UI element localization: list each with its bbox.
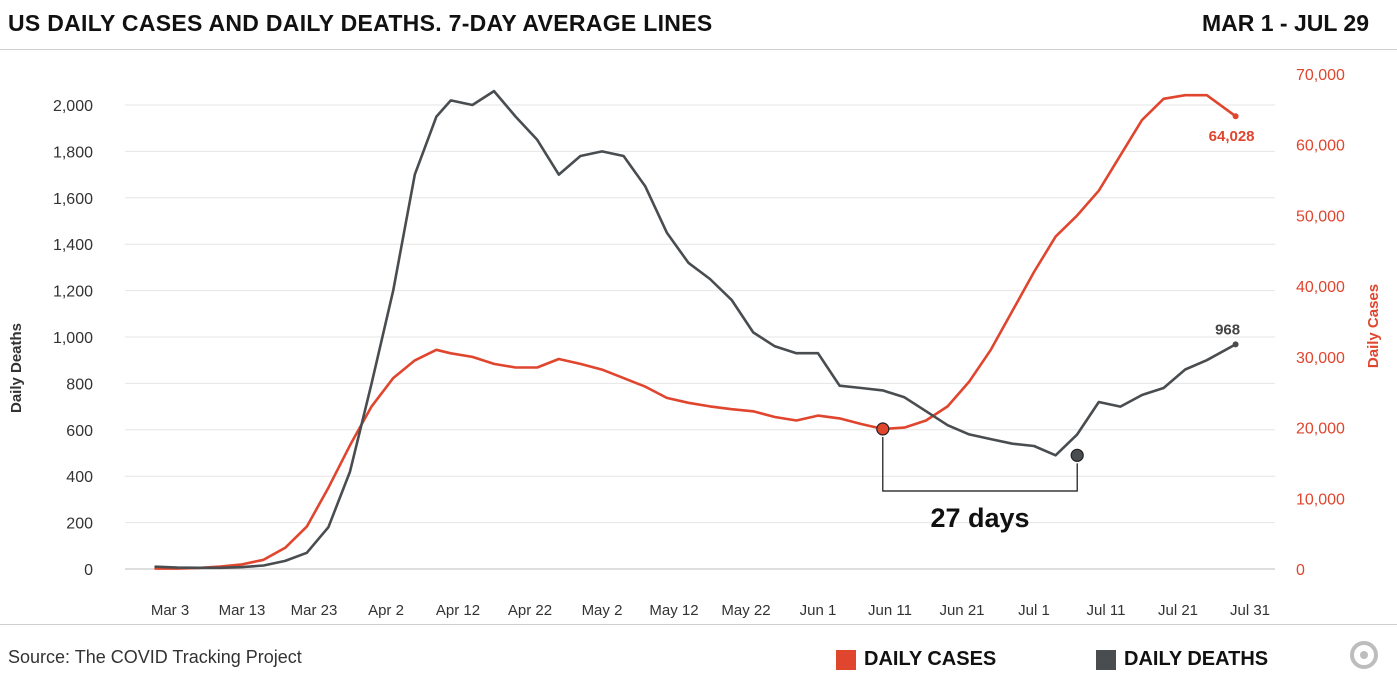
- legend-item-cases: DAILY CASES: [836, 648, 996, 671]
- x-tick-label: Apr 12: [436, 602, 480, 619]
- endpoint-cases: [1233, 113, 1239, 119]
- covid-tracking-logo-icon: [1350, 641, 1378, 669]
- y-right-axis-title: Daily Cases: [1365, 284, 1382, 368]
- y-right-tick-label: 20,000: [1296, 421, 1345, 438]
- x-tick-label: Jun 1: [800, 602, 837, 619]
- x-tick-label: Jul 1: [1018, 602, 1050, 619]
- legend-label-cases: DAILY CASES: [864, 648, 996, 671]
- y-left-tick-label: 1,200: [53, 284, 93, 301]
- x-tick-label: Apr 2: [368, 602, 404, 619]
- y-left-tick-label: 0: [84, 562, 93, 579]
- gap-label: 27 days: [930, 503, 1029, 533]
- y-right-tick-label: 60,000: [1296, 138, 1345, 155]
- y-left-tick-label: 400: [66, 469, 93, 486]
- chart-footer: Source: The COVID Tracking Project DAILY…: [0, 624, 1397, 693]
- line-chart: 0 200 400 600 800 1,000 1,200 1,400 1,600 1,800 2,…: [0, 50, 1397, 624]
- y-left-tick-label: 1,400: [53, 237, 93, 254]
- series-line-cases: [156, 95, 1236, 568]
- x-tick-label: May 12: [649, 602, 698, 619]
- x-tick-label: Jun 21: [939, 602, 984, 619]
- legend-swatch-cases: [836, 650, 856, 670]
- y-right-tick-label: 10,000: [1296, 491, 1345, 508]
- y-left-axis-title: Daily Deaths: [8, 323, 25, 413]
- endpoint-deaths: [1233, 341, 1239, 347]
- legend-swatch-deaths: [1096, 650, 1116, 670]
- source-note: Source: The COVID Tracking Project: [8, 647, 302, 668]
- legend-label-deaths: DAILY DEATHS: [1124, 648, 1268, 671]
- end-label-deaths: 968: [1215, 321, 1240, 338]
- y-left-tick-label: 1,600: [53, 191, 93, 208]
- x-tick-label: Mar 3: [151, 602, 189, 619]
- marker-cases-jun10: [877, 423, 889, 435]
- y-left-tick-label: 1,800: [53, 144, 93, 161]
- series-line-deaths: [156, 91, 1236, 568]
- x-tick-label: Jul 31: [1230, 602, 1270, 619]
- x-tick-label: May 2: [582, 602, 623, 619]
- x-tick-label: Apr 22: [508, 602, 552, 619]
- x-tick-label: Jul 21: [1158, 602, 1198, 619]
- y-right-tick-label: 30,000: [1296, 350, 1345, 367]
- x-tick-label: Mar 23: [291, 602, 338, 619]
- y-left-tick-label: 2,000: [53, 98, 93, 115]
- gap-bracket: [883, 437, 1077, 491]
- y-right-tick-label: 50,000: [1296, 208, 1345, 225]
- chart-header: US DAILY CASES AND DAILY DEATHS. 7-DAY A…: [0, 0, 1397, 50]
- y-right-tick-label: 0: [1296, 562, 1305, 579]
- y-left-tick-label: 1,000: [53, 330, 93, 347]
- y-left-tick-label: 800: [66, 376, 93, 393]
- legend-item-deaths: DAILY DEATHS: [1096, 648, 1268, 671]
- x-tick-label: Mar 13: [219, 602, 266, 619]
- x-tick-label: Jul 11: [1087, 602, 1126, 619]
- y-left-tick-label: 200: [66, 516, 93, 533]
- y-right-tick-label: 70,000: [1296, 67, 1345, 84]
- y-right-tick-label: 40,000: [1296, 279, 1345, 296]
- x-tick-label: May 22: [721, 602, 770, 619]
- chart-title: US DAILY CASES AND DAILY DEATHS. 7-DAY A…: [8, 10, 712, 37]
- date-range: MAR 1 - JUL 29: [1202, 10, 1369, 37]
- x-tick-label: Jun 11: [868, 602, 912, 619]
- marker-deaths-jul7: [1071, 449, 1083, 461]
- y-left-tick-label: 600: [66, 423, 93, 440]
- end-label-cases: 64,028: [1209, 128, 1255, 145]
